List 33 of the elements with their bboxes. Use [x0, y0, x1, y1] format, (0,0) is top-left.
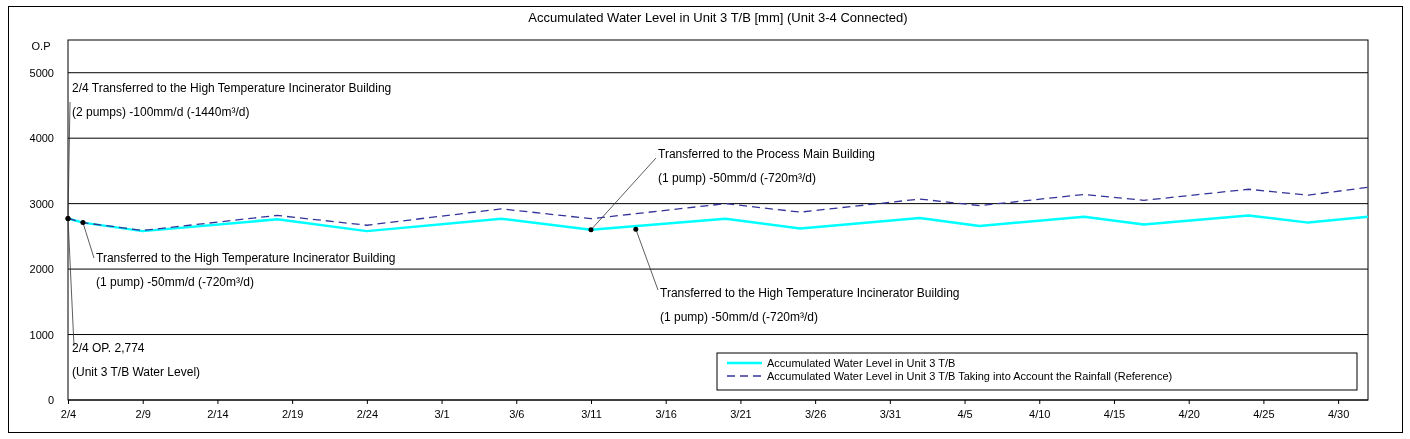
- annotation: 2/4 OP. 2,774 (Unit 3 T/B Water Level): [72, 341, 201, 379]
- x-tick-label: 4/20: [1178, 407, 1200, 420]
- annotation: Transferred to the High Temperature Incinerator Building (1 pump) -50mm/d (-720m³/d): [96, 251, 396, 289]
- x-tick-label: 4/25: [1253, 407, 1275, 420]
- y-axis-title: O.P: [31, 40, 51, 52]
- x-tick-label: 3/21: [730, 407, 752, 420]
- x-tick-label: 2/9: [135, 407, 151, 420]
- x-tick-label: 2/19: [281, 407, 304, 420]
- x-tick-label: 3/1: [434, 407, 450, 420]
- y-tick-label: 5000: [29, 66, 54, 79]
- y-tick-label: 0: [47, 394, 54, 407]
- x-tick-label: 3/6: [509, 407, 525, 420]
- y-tick-label: 1000: [29, 328, 54, 341]
- x-tick-label: 2/14: [207, 407, 229, 420]
- chart-title: Accumulated Water Level in Unit 3 T/B [mm] (Unit 3-4 Connected): [528, 10, 908, 25]
- annotation: 2/4 Transferred to the High Temperature Incinerator Building (2 pumps) -100mm/d (-1440m³/d): [72, 81, 392, 119]
- x-tick-label: 3/11: [581, 407, 602, 420]
- legend-label: Accumulated Water Level in Unit 3 T/B: [767, 357, 956, 369]
- x-tick-label: 3/31: [879, 407, 902, 420]
- x-tick-label: 4/10: [1029, 407, 1051, 420]
- x-tick-label: 3/26: [804, 407, 827, 420]
- y-tick-label: 2000: [29, 263, 54, 276]
- annotation: Transferred to the Process Main Building (1 pump) -50mm/d (-720m³/d): [658, 147, 875, 185]
- y-tick-label: 4000: [29, 132, 54, 145]
- x-tick-label: 3/16: [655, 407, 677, 420]
- annotation: Transferred to the High Temperature Incinerator Building (1 pump) -50mm/d (-720m³/d): [660, 286, 960, 324]
- y-tick-label: 3000: [29, 197, 54, 210]
- x-tick-label: 4/30: [1327, 407, 1350, 420]
- x-tick-label: 2/4: [60, 407, 77, 420]
- x-tick-label: 2/24: [356, 407, 379, 420]
- x-tick-label: 4/15: [1103, 407, 1126, 420]
- x-tick-label: 4/5: [957, 407, 973, 420]
- legend-label: Accumulated Water Level in Unit 3 T/B Taking into Account the Rainfall (Reference): [767, 370, 1173, 382]
